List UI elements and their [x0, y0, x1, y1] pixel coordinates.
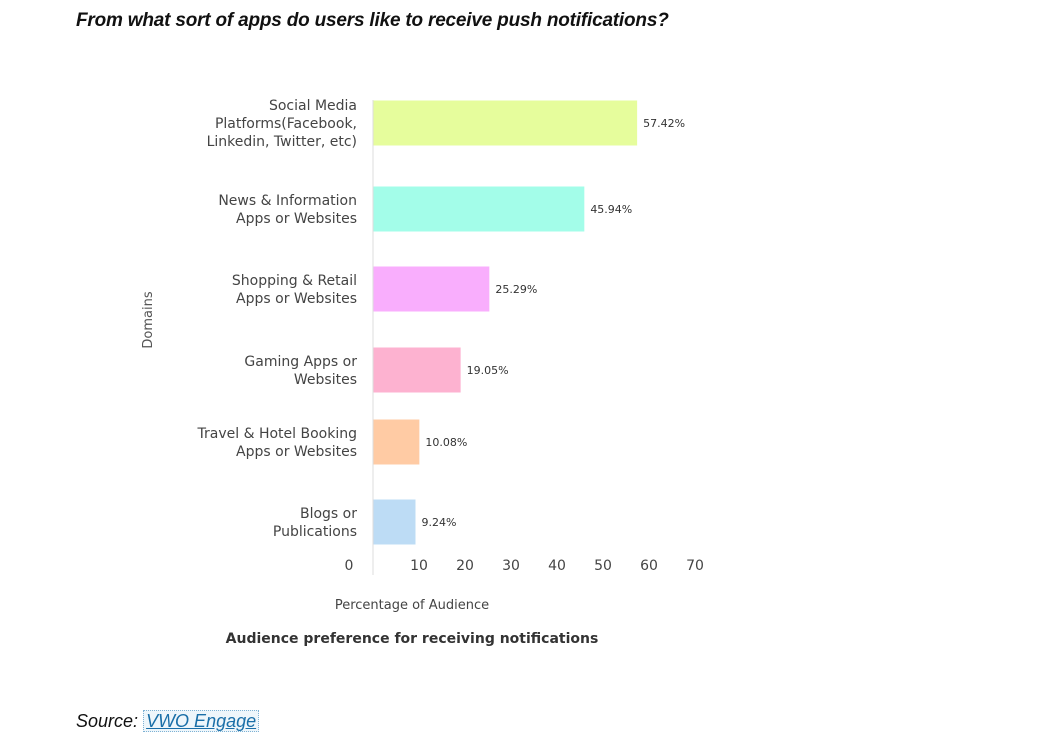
bar-value-label: 9.24% [422, 516, 457, 529]
category-label: Gaming Apps or [244, 354, 357, 370]
source-label: Source: [76, 711, 139, 731]
page-heading: From what sort of apps do users like to … [76, 10, 669, 31]
category-label: Social Media [269, 98, 357, 114]
category-label: Apps or Websites [236, 291, 357, 307]
category-label: News & Information [218, 193, 357, 209]
bar-value-label: 57.42% [643, 117, 685, 130]
bar-value-label: 10.08% [425, 436, 467, 449]
category-label: Apps or Websites [236, 211, 357, 227]
bar-value-label: 45.94% [590, 203, 632, 216]
category-label: Platforms(Facebook, [215, 116, 357, 132]
category-label: Travel & Hotel Booking [197, 426, 357, 442]
chart-title: Audience preference for receiving notifi… [226, 631, 599, 647]
x-tick-label: 70 [686, 558, 704, 574]
x-axis-label: Percentage of Audience [335, 598, 489, 613]
bar [373, 100, 638, 146]
category-label: Apps or Websites [236, 444, 357, 460]
category-label: Publications [273, 524, 357, 540]
x-tick-label: 40 [548, 558, 566, 574]
category-labels-layer: Social Media Platforms(Facebook, Linkedin,… [197, 98, 358, 540]
x-tick-label: 0 [345, 558, 354, 574]
bar-value-label: 19.05% [467, 364, 509, 377]
bar-value-label: 25.29% [495, 283, 537, 296]
x-tick-label: 30 [502, 558, 520, 574]
x-tick-label: 50 [594, 558, 612, 574]
category-label: Blogs or [300, 506, 357, 522]
category-label: Shopping & Retail [232, 273, 357, 289]
x-tick-label: 20 [456, 558, 474, 574]
x-tick-label: 60 [640, 558, 658, 574]
bar [373, 419, 420, 465]
x-tick-labels-layer: 0 10 20 30 40 50 60 70 [345, 558, 704, 574]
source-link[interactable]: VWO Engage [143, 710, 260, 732]
category-label: Websites [294, 372, 357, 388]
category-label: Linkedin, Twitter, etc) [207, 134, 357, 150]
bar [373, 266, 490, 312]
bar [373, 499, 416, 545]
y-axis-label: Domains [141, 291, 156, 348]
bar [373, 186, 585, 232]
source-line: Source: VWO Engage [76, 710, 260, 732]
bar [373, 347, 461, 393]
bars-layer [372, 100, 638, 575]
value-labels-layer: 57.42% 45.94% 25.29% 19.05% 10.08% 9.24% [422, 117, 686, 529]
x-tick-label: 10 [410, 558, 428, 574]
